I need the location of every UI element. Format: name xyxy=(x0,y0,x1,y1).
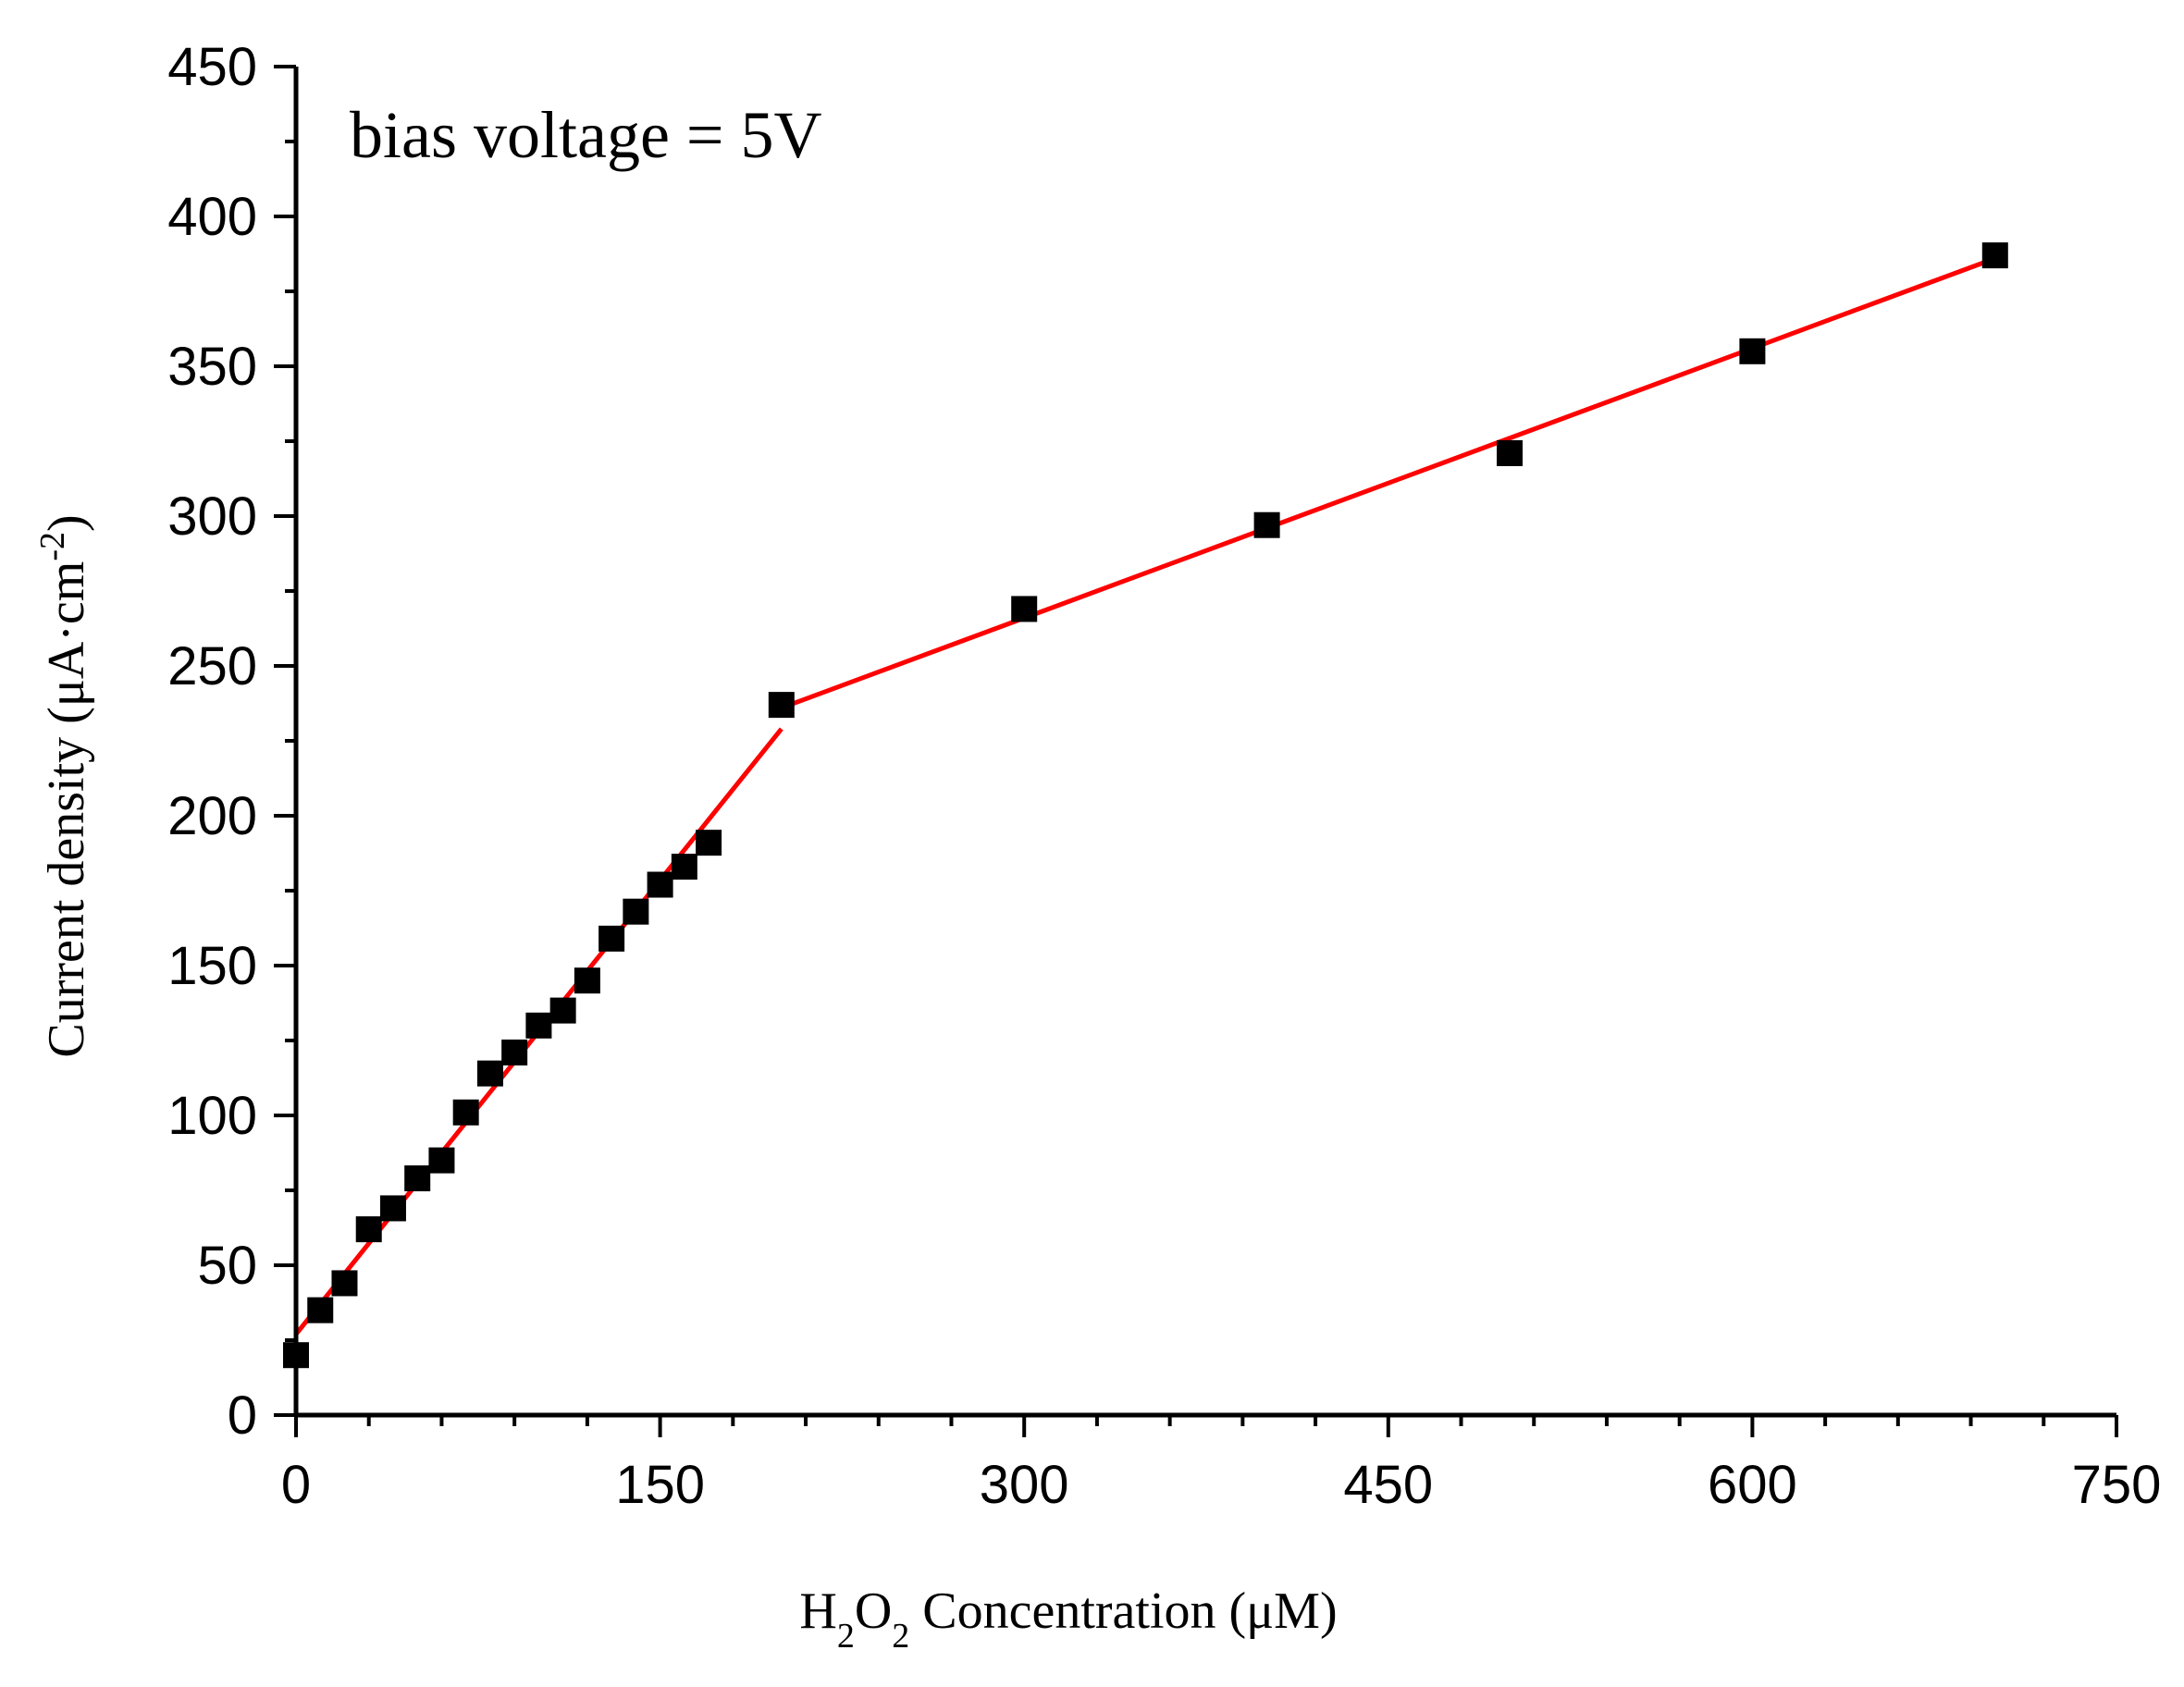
y-tick-label: 0 xyxy=(228,1385,257,1446)
x-tick-label: 300 xyxy=(980,1455,1069,1515)
x-axis-title-sub2: 2 xyxy=(892,1617,909,1656)
data-point xyxy=(671,854,697,880)
data-point xyxy=(404,1165,431,1192)
x-axis-title-rest: Concentration (μM) xyxy=(909,1582,1337,1640)
data-point xyxy=(1011,596,1038,622)
data-point xyxy=(452,1099,479,1126)
data-point xyxy=(598,925,625,952)
x-tick-label: 0 xyxy=(281,1455,311,1515)
x-tick-label: 150 xyxy=(615,1455,705,1515)
data-point xyxy=(1981,242,2008,269)
data-point xyxy=(307,1297,334,1324)
x-axis-title-mid: O xyxy=(855,1582,892,1640)
data-point xyxy=(525,1012,552,1039)
y-tick-label: 100 xyxy=(167,1086,257,1146)
data-point xyxy=(549,997,576,1024)
x-tick-label: 600 xyxy=(1708,1455,1797,1515)
x-axis-title: H2O2 Concentration (μM) xyxy=(799,1582,1337,1656)
y-tick-label: 50 xyxy=(197,1236,257,1296)
x-axis-title-sub1: 2 xyxy=(837,1617,855,1656)
data-point xyxy=(1739,338,1766,364)
data-point xyxy=(574,967,600,994)
data-point xyxy=(379,1195,406,1222)
y-tick-label: 300 xyxy=(167,486,257,547)
y-tick-label: 400 xyxy=(167,187,257,247)
y-axis-title-sup: -2 xyxy=(33,532,72,561)
y-axis-title: Current density (μA·cm-2) xyxy=(33,514,95,1057)
data-point xyxy=(355,1216,382,1243)
y-tick-label: 150 xyxy=(167,936,257,996)
y-axis-title-main: Current density (μA·cm xyxy=(38,561,95,1058)
y-axis-title-close: ) xyxy=(38,514,95,532)
x-axis-title-base: H xyxy=(799,1582,836,1640)
y-tick-label: 200 xyxy=(167,786,257,846)
x-tick-label: 450 xyxy=(1343,1455,1433,1515)
data-point xyxy=(647,871,673,898)
data-point xyxy=(501,1039,528,1065)
plot-area xyxy=(283,242,2008,1369)
data-point xyxy=(476,1060,503,1087)
annotation-bias-voltage: bias voltage = 5V xyxy=(350,98,822,172)
data-point xyxy=(428,1147,455,1174)
data-point xyxy=(696,830,722,856)
axes: 0 150 300 450 600 750 0 50 100 150 200 250 300 350 400… xyxy=(167,37,2161,1515)
data-point xyxy=(331,1270,358,1297)
data-point xyxy=(768,692,795,719)
data-point xyxy=(623,898,649,925)
fit-line-2 xyxy=(780,256,1996,710)
y-tick-label: 250 xyxy=(167,636,257,696)
y-tick-label: 350 xyxy=(167,337,257,397)
y-tick-label: 450 xyxy=(167,37,257,97)
data-point xyxy=(1497,439,1523,466)
data-point xyxy=(1253,511,1280,538)
x-tick-label: 750 xyxy=(2072,1455,2162,1515)
